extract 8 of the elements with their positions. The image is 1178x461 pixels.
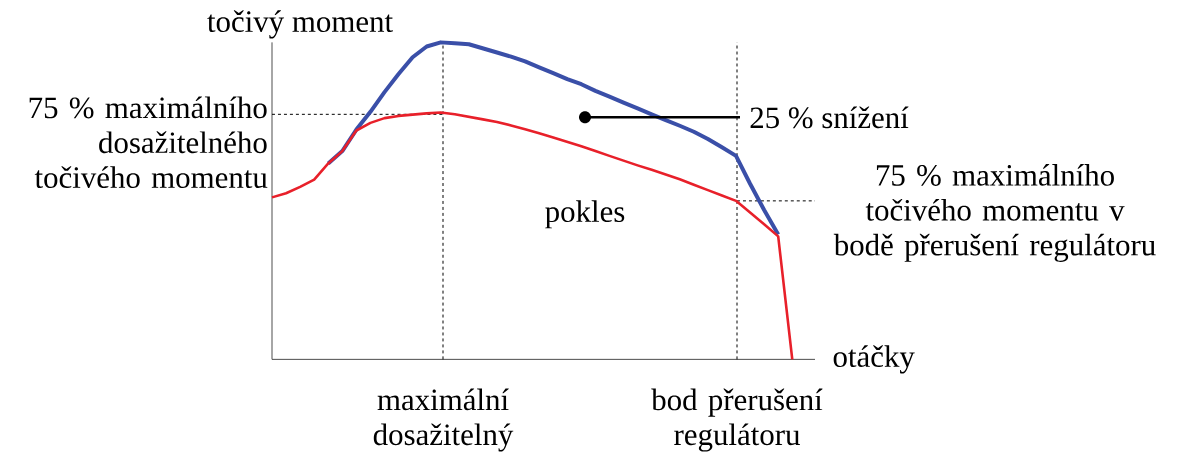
annotation: pokles [545, 200, 625, 229]
ref-line-label: 75 % maximálního točivého momentu v bodě přerušení regulátoru [833, 163, 1156, 262]
ref-line-label: 75 % maximálního dosažitelného točivého momentu [29, 96, 268, 188]
x-axis-title: otáčky [833, 345, 915, 374]
y-axis-title: točivý moment [207, 10, 393, 39]
annotation: 25 % snížení [750, 106, 909, 129]
text: bod přerušení regulátoru [651, 388, 823, 452]
text: maximální dosažitelný [373, 388, 514, 452]
